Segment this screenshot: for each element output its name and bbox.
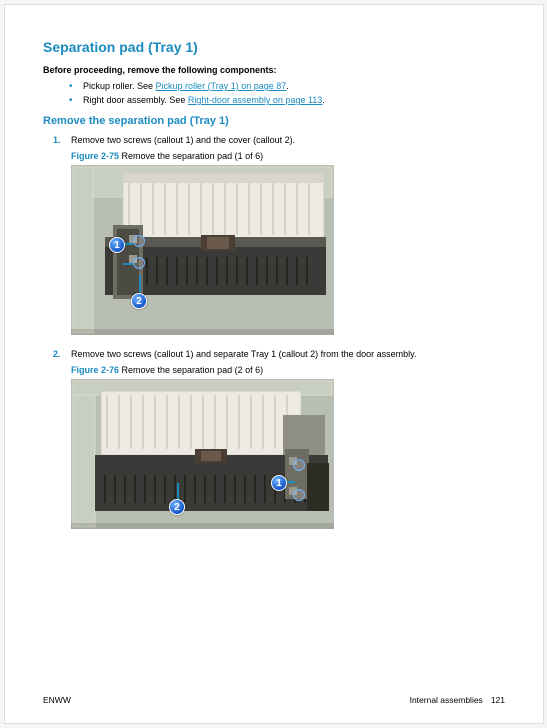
callout-badge: 2 — [131, 293, 147, 309]
callout-badge: 1 — [271, 475, 287, 491]
bullet-text: Right door assembly. See — [83, 95, 188, 105]
procedure-step: 2.Remove two screws (callout 1) and sepa… — [43, 349, 505, 529]
figure-caption-text: Remove the separation pad (1 of 6) — [122, 151, 264, 161]
figure-illustration — [71, 379, 334, 529]
callout-badge: 1 — [109, 237, 125, 253]
step-text: Remove two screws (callout 1) and the co… — [71, 135, 505, 145]
page: Separation pad (Tray 1) Before proceedin… — [4, 4, 544, 724]
step-number: 1. — [53, 135, 71, 145]
preface-text: Before proceeding, remove the following … — [43, 65, 505, 75]
callout-target-ring — [133, 235, 145, 247]
callout-leader-line — [139, 275, 141, 295]
steps-container: 1.Remove two screws (callout 1) and the … — [43, 135, 505, 529]
callout-target-ring — [133, 257, 145, 269]
page-footer: ENWW Internal assemblies 121 — [43, 695, 505, 705]
figure-caption-text: Remove the separation pad (2 of 6) — [122, 365, 264, 375]
step-number: 2. — [53, 349, 71, 359]
step-row: 1.Remove two screws (callout 1) and the … — [43, 135, 505, 145]
prerequisite-list: Pickup roller. See Pickup roller (Tray 1… — [43, 81, 505, 105]
callout-target-ring — [293, 459, 305, 471]
step-text: Remove two screws (callout 1) and separa… — [71, 349, 505, 359]
figure-label: Figure 2-76 — [71, 365, 122, 375]
figure-container: 12 — [71, 379, 334, 529]
figure-container: 12 — [71, 165, 334, 335]
bullet-text: . — [286, 81, 289, 91]
procedure-step: 1.Remove two screws (callout 1) and the … — [43, 135, 505, 335]
footer-section-label: Internal assemblies — [410, 695, 483, 705]
page-title: Separation pad (Tray 1) — [43, 39, 505, 55]
bullet-text: . — [322, 95, 325, 105]
figure-caption: Figure 2-75 Remove the separation pad (1… — [43, 151, 505, 161]
footer-left: ENWW — [43, 695, 71, 705]
cross-reference-link[interactable]: Pickup roller (Tray 1) on page 87 — [156, 81, 287, 91]
callout-leader-line — [123, 263, 133, 265]
figure-label: Figure 2-75 — [71, 151, 122, 161]
footer-page-number: 121 — [491, 695, 505, 705]
step-row: 2.Remove two screws (callout 1) and sepa… — [43, 349, 505, 359]
callout-badge: 2 — [169, 499, 185, 515]
prerequisite-item: Pickup roller. See Pickup roller (Tray 1… — [69, 81, 505, 91]
cross-reference-link[interactable]: Right-door assembly on page 113 — [188, 95, 322, 105]
prerequisite-item: Right door assembly. See Right-door asse… — [69, 95, 505, 105]
section-heading: Remove the separation pad (Tray 1) — [43, 115, 505, 127]
bullet-text: Pickup roller. See — [83, 81, 156, 91]
footer-right: Internal assemblies 121 — [410, 695, 505, 705]
callout-target-ring — [293, 489, 305, 501]
figure-caption: Figure 2-76 Remove the separation pad (2… — [43, 365, 505, 375]
